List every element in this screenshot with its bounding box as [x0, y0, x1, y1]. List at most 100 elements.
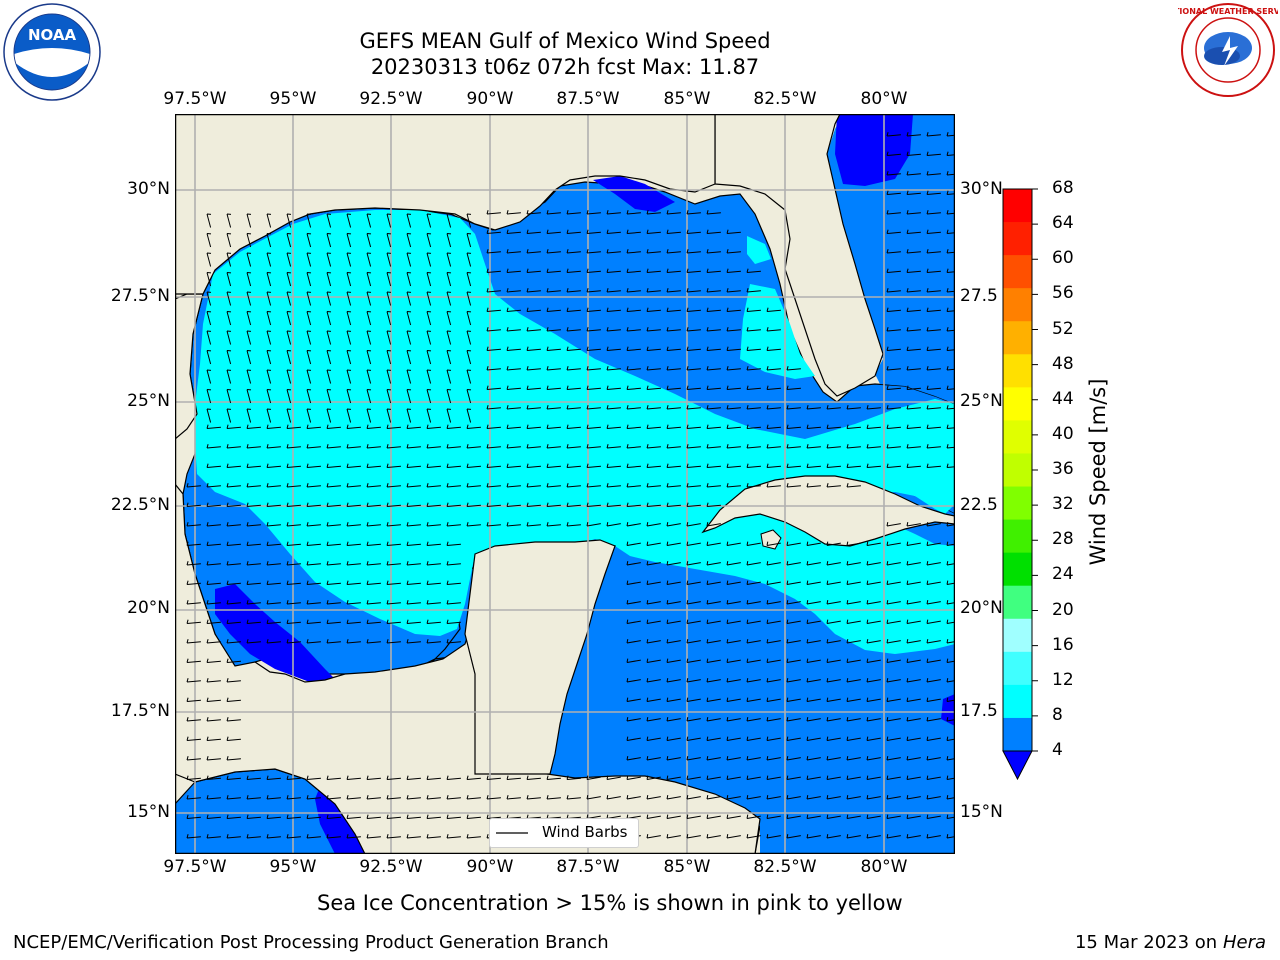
- wind-barb: [646, 677, 661, 683]
- wind-barb: [386, 580, 401, 585]
- wind-barb: [226, 541, 241, 546]
- lat-label-right: 27.5: [960, 286, 998, 306]
- wind-barb: [466, 502, 481, 507]
- wind-barb: [706, 249, 721, 254]
- wind-barb: [486, 463, 501, 468]
- wind-barb: [786, 697, 801, 702]
- wind-barb: [206, 697, 221, 702]
- wind-barb: [666, 405, 681, 410]
- wind-barb: [706, 736, 721, 741]
- wind-barb: [446, 213, 452, 228]
- legend-label: Wind Barbs: [542, 823, 628, 841]
- wind-barb: [746, 307, 761, 312]
- wind-barb: [326, 350, 332, 365]
- wind-barb: [806, 638, 821, 644]
- wind-barb: [926, 229, 941, 234]
- wind-barb: [386, 639, 401, 644]
- wind-barb: [826, 463, 841, 468]
- wind-barb: [286, 369, 292, 384]
- wind-barb: [306, 291, 312, 306]
- wind-barb: [686, 424, 701, 429]
- wind-barb: [926, 580, 941, 585]
- cuba-land: [701, 475, 955, 547]
- wind-barb: [246, 541, 261, 546]
- wind-barb: [486, 502, 501, 507]
- wind-barb: [726, 268, 741, 273]
- wind-barb: [706, 580, 721, 585]
- wind-barb: [566, 268, 581, 273]
- wind-barb: [326, 389, 332, 404]
- wind-barb: [246, 522, 261, 527]
- wind-barb: [366, 600, 381, 605]
- wind-barb: [506, 366, 521, 371]
- wind-barb: [706, 366, 721, 371]
- wind-barb: [626, 483, 641, 488]
- colorbar-tick-label: 12: [1052, 669, 1074, 690]
- wind-barb: [226, 252, 232, 267]
- wind-barb: [326, 795, 341, 800]
- wind-barb: [366, 213, 372, 228]
- wind-barb: [786, 638, 801, 644]
- wind-barb: [366, 311, 372, 326]
- wind-barb: [926, 638, 941, 644]
- wind-barb: [846, 405, 861, 410]
- wind-barb: [646, 502, 661, 507]
- lon-label-bottom: 90°W: [466, 857, 514, 877]
- wind-barb: [906, 580, 921, 585]
- wind-barb: [546, 307, 561, 312]
- wind-barb: [746, 755, 761, 761]
- wind-barb: [546, 424, 561, 429]
- wind-barb: [846, 541, 861, 546]
- wind-barb: [526, 307, 541, 312]
- wind-barb: [646, 833, 661, 839]
- wind-barb: [226, 330, 232, 345]
- wind-barb: [726, 327, 741, 332]
- wind-barb: [746, 444, 761, 449]
- wind-barb: [826, 444, 841, 449]
- atlantic-water: [827, 114, 955, 404]
- wind-barb: [726, 658, 741, 663]
- wind-barb: [886, 541, 901, 546]
- colorbar-tick-label: 44: [1052, 388, 1074, 409]
- wind-barb: [286, 408, 292, 423]
- wind-barb: [666, 580, 681, 585]
- wind-barb: [646, 405, 661, 410]
- wind-barb: [186, 541, 201, 546]
- wind-barb: [646, 619, 661, 624]
- wind-barb: [486, 210, 501, 215]
- wind-barb: [666, 424, 681, 429]
- wind-barb: [546, 502, 561, 507]
- wind-barb: [266, 639, 281, 644]
- wind-barb: [686, 444, 701, 449]
- wind-barb: [346, 834, 361, 839]
- wind-barb: [326, 619, 341, 624]
- wind-barb: [766, 463, 781, 468]
- wind-barb: [906, 444, 921, 449]
- wind-barb: [646, 697, 661, 702]
- wind-barb: [226, 424, 241, 429]
- title-line-1: GEFS MEAN Gulf of Mexico Wind Speed: [359, 29, 771, 53]
- wind-barb: [526, 775, 541, 780]
- wind-barb: [786, 736, 801, 741]
- wind-barb: [206, 795, 221, 800]
- wind-barb: [306, 408, 312, 423]
- wind-barb: [226, 502, 241, 507]
- wind-barb: [566, 405, 581, 410]
- wind-barb: [546, 522, 561, 527]
- wind-barb: [506, 288, 521, 293]
- wind-barb: [586, 502, 601, 507]
- wind-barb: [926, 171, 941, 176]
- wind-barb: [206, 775, 221, 780]
- yucatan-land: [464, 539, 616, 775]
- wind-barb: [626, 366, 641, 371]
- wind-barb: [926, 268, 941, 273]
- wind-barb: [606, 327, 621, 332]
- wind-barb: [546, 483, 561, 488]
- wind-barb: [226, 444, 241, 449]
- wind-barb: [406, 311, 412, 326]
- wind-barb: [546, 775, 561, 780]
- colorbar-segment: [1003, 519, 1032, 554]
- wind-barb: [426, 389, 432, 404]
- wind-barb: [626, 599, 641, 605]
- wind-barb: [246, 311, 252, 326]
